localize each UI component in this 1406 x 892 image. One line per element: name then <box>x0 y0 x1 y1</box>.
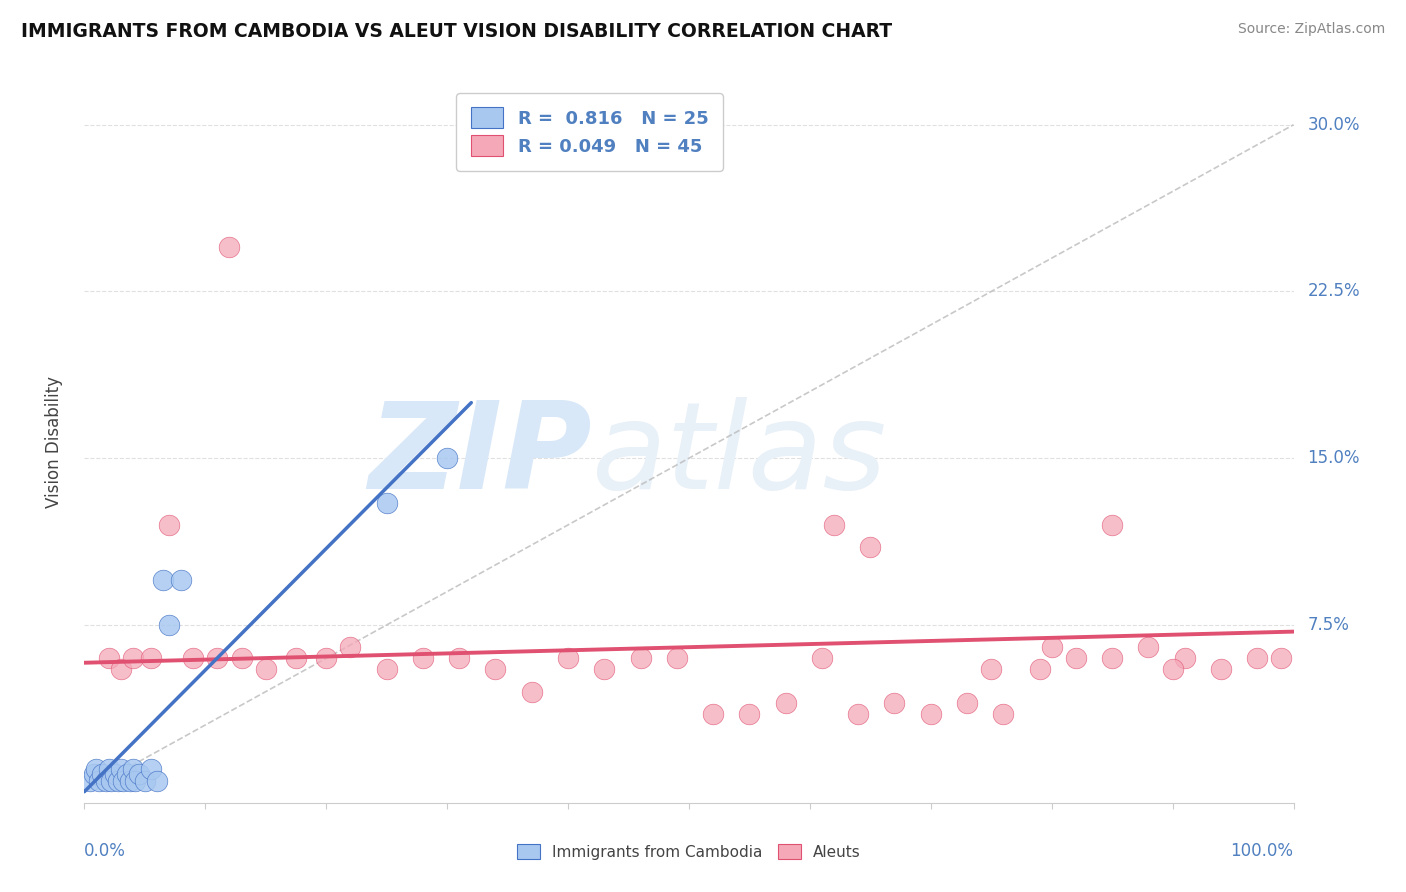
Point <box>128 767 150 781</box>
Point <box>79 773 101 788</box>
Point <box>920 706 942 721</box>
Text: 100.0%: 100.0% <box>1230 842 1294 860</box>
Point <box>254 662 277 676</box>
Point <box>97 763 120 777</box>
Text: IMMIGRANTS FROM CAMBODIA VS ALEUT VISION DISABILITY CORRELATION CHART: IMMIGRANTS FROM CAMBODIA VS ALEUT VISION… <box>21 22 893 41</box>
Point <box>1101 651 1123 665</box>
Point <box>110 763 132 777</box>
Point <box>100 773 122 788</box>
Point <box>436 451 458 466</box>
Point <box>97 651 120 665</box>
Legend: Immigrants from Cambodia, Aleuts: Immigrants from Cambodia, Aleuts <box>509 836 869 867</box>
Point <box>139 763 162 777</box>
Point <box>665 651 688 665</box>
Y-axis label: Vision Disability: Vision Disability <box>45 376 63 508</box>
Point <box>883 696 905 710</box>
Point <box>91 767 114 781</box>
Point <box>157 517 180 532</box>
Text: 30.0%: 30.0% <box>1308 116 1360 134</box>
Point <box>86 763 108 777</box>
Point <box>980 662 1002 676</box>
Point <box>593 662 616 676</box>
Point <box>412 651 434 665</box>
Point <box>207 651 229 665</box>
Point <box>94 773 117 788</box>
Point <box>231 651 253 665</box>
Point <box>157 618 180 632</box>
Point <box>775 696 797 710</box>
Text: 0.0%: 0.0% <box>84 842 127 860</box>
Point <box>993 706 1015 721</box>
Point <box>811 651 834 665</box>
Point <box>1174 651 1197 665</box>
Point <box>375 662 398 676</box>
Point <box>124 773 146 788</box>
Point <box>87 773 110 788</box>
Point <box>1064 651 1087 665</box>
Point <box>112 773 135 788</box>
Point <box>1246 651 1268 665</box>
Point <box>449 651 471 665</box>
Text: atlas: atlas <box>592 398 887 515</box>
Point <box>738 706 761 721</box>
Text: Source: ZipAtlas.com: Source: ZipAtlas.com <box>1237 22 1385 37</box>
Point <box>115 767 138 781</box>
Point <box>139 651 162 665</box>
Point <box>859 540 882 554</box>
Text: 7.5%: 7.5% <box>1308 616 1350 634</box>
Point <box>1209 662 1232 676</box>
Point <box>315 651 337 665</box>
Point <box>702 706 724 721</box>
Point <box>1040 640 1063 655</box>
Point <box>375 496 398 510</box>
Text: 15.0%: 15.0% <box>1308 450 1360 467</box>
Point <box>1161 662 1184 676</box>
Point <box>110 662 132 676</box>
Point <box>134 773 156 788</box>
Point <box>1101 517 1123 532</box>
Point <box>484 662 506 676</box>
Point <box>83 767 105 781</box>
Point <box>630 651 652 665</box>
Point <box>956 696 979 710</box>
Point <box>823 517 845 532</box>
Point <box>152 574 174 588</box>
Point <box>146 773 169 788</box>
Point <box>107 773 129 788</box>
Point <box>339 640 361 655</box>
Point <box>104 767 127 781</box>
Point <box>284 651 308 665</box>
Point <box>121 651 143 665</box>
Point <box>181 651 204 665</box>
Text: 22.5%: 22.5% <box>1308 283 1360 301</box>
Point <box>1137 640 1160 655</box>
Point <box>121 763 143 777</box>
Text: ZIP: ZIP <box>368 398 592 515</box>
Point <box>120 773 142 788</box>
Point <box>218 240 240 254</box>
Point <box>170 574 193 588</box>
Point <box>520 684 543 698</box>
Point <box>557 651 579 665</box>
Point <box>846 706 869 721</box>
Point <box>1270 651 1292 665</box>
Point <box>1028 662 1050 676</box>
